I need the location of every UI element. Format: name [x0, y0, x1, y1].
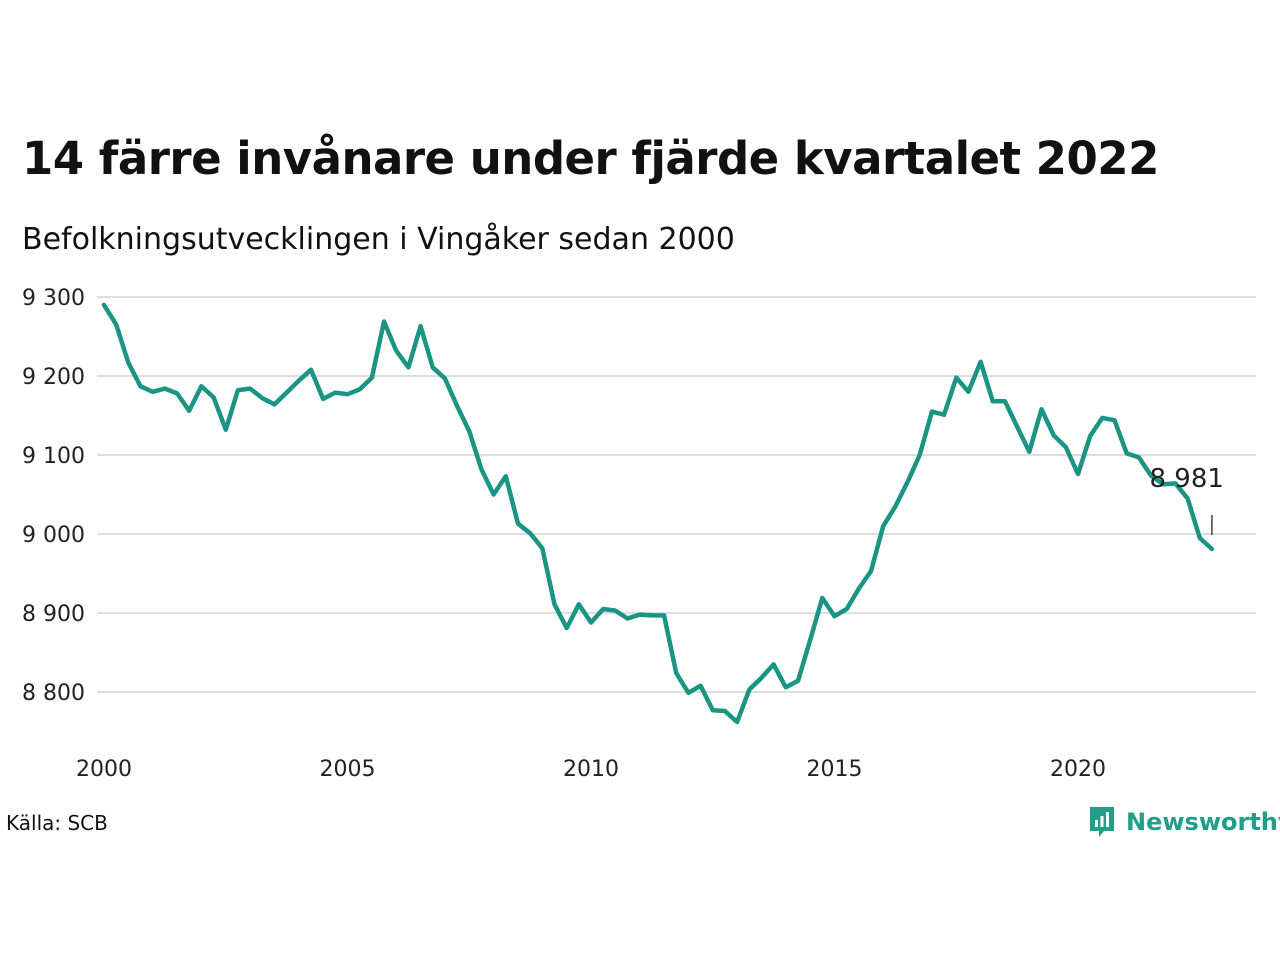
series-line-group [101, 302, 1215, 725]
y-tick-label: 9 200 [22, 365, 85, 390]
newsworthy-logo-icon [1090, 807, 1114, 837]
brand-name: Newsworthy [1126, 808, 1280, 836]
x-tick-label: 2015 [807, 757, 863, 782]
x-axis-tick-labels: 2000 2005 2010 2015 2020 [76, 757, 1106, 782]
x-tick-label: 2020 [1050, 757, 1106, 782]
chart-subtitle: Befolkningsutvecklingen i Vingåker sedan… [22, 222, 735, 257]
source-note: Källa: SCB [6, 811, 108, 835]
x-tick-label: 2000 [76, 757, 132, 782]
y-tick-label: 9 100 [22, 444, 85, 469]
x-tick-label: 2010 [563, 757, 619, 782]
series-line [101, 302, 1215, 725]
y-tick-label: 9 300 [22, 286, 85, 311]
chart-title: 14 färre invånare under fjärde kvartalet… [22, 132, 1159, 185]
gridlines [97, 296, 1256, 693]
annotation-label: 8 981 [1149, 464, 1223, 494]
last-value-annotation: 8 981 [1149, 464, 1224, 536]
y-tick-label: 8 900 [22, 602, 85, 627]
newsworthy-logo: Newsworthy [1088, 803, 1280, 841]
x-tick-label: 2005 [320, 757, 376, 782]
y-axis-tick-labels: 8 800 8 900 9 000 9 100 9 200 9 300 [22, 286, 85, 706]
y-tick-label: 8 800 [22, 681, 85, 706]
y-tick-label: 9 000 [22, 523, 85, 548]
